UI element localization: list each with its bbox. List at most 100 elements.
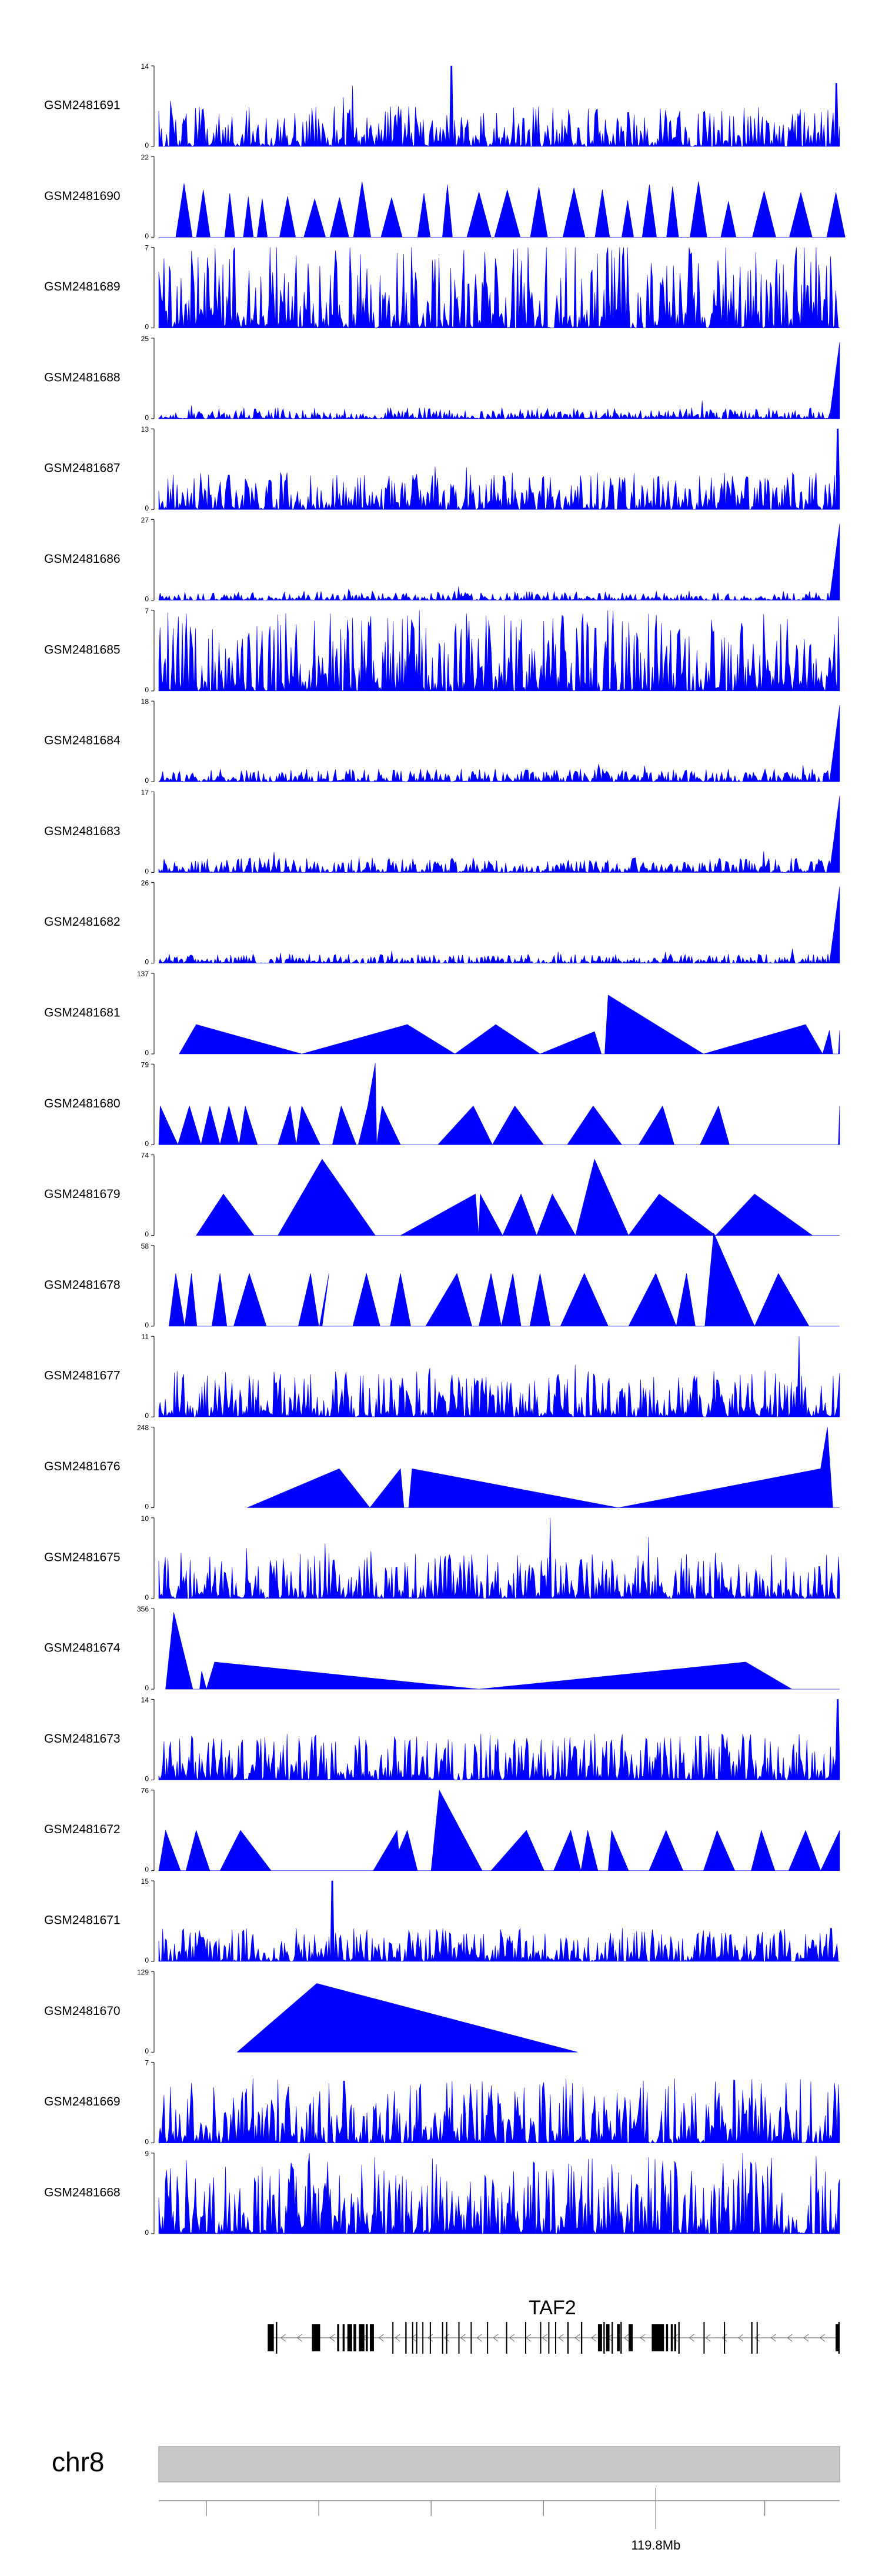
exon xyxy=(487,2322,489,2354)
coverage-area xyxy=(158,1699,840,1781)
exon xyxy=(666,2324,669,2351)
track-label: GSM2481691 xyxy=(44,99,121,112)
exon xyxy=(612,2322,613,2354)
y-tick-label-max: 14 xyxy=(141,1696,149,1704)
strand-arrow xyxy=(542,2334,547,2342)
track-label: GSM2481670 xyxy=(44,2004,121,2018)
exon xyxy=(442,2322,443,2354)
track-GSM2481679: GSM2481679 74 0 xyxy=(44,1152,840,1239)
exon xyxy=(724,2322,726,2354)
y-tick-label-max: 27 xyxy=(141,516,149,525)
track-label: GSM2481677 xyxy=(44,1369,121,1383)
y-tick-label-min: 0 xyxy=(145,232,149,240)
y-tick-label-min: 0 xyxy=(145,323,149,331)
y-tick-label-max: 14 xyxy=(141,62,149,71)
track-label: GSM2481668 xyxy=(44,2185,121,2199)
track-label: GSM2481671 xyxy=(44,1914,121,1927)
coverage-area xyxy=(158,1517,840,1599)
exon xyxy=(567,2322,569,2354)
y-tick-label-min: 0 xyxy=(145,595,149,603)
track-label: GSM2481669 xyxy=(44,2095,121,2108)
exon xyxy=(347,2324,352,2351)
track-label: GSM2481678 xyxy=(44,1278,121,1292)
y-tick-label-max: 18 xyxy=(141,698,149,706)
y-tick-label-min: 0 xyxy=(145,2047,149,2055)
exon xyxy=(429,2322,431,2354)
track-label: GSM2481690 xyxy=(44,189,121,203)
track-label: GSM2481675 xyxy=(44,1550,121,1564)
coverage-area xyxy=(158,1789,840,1871)
track-label: GSM2481686 xyxy=(44,552,121,566)
track-label: GSM2481672 xyxy=(44,1823,121,1836)
strand-arrow xyxy=(493,2334,499,2342)
strand-arrow xyxy=(443,2334,449,2342)
exon xyxy=(276,2322,278,2354)
track-GSM2481675: GSM2481675 10 0 xyxy=(44,1514,840,1601)
exon xyxy=(652,2324,664,2351)
track-GSM2481691: GSM2481691 14 0 xyxy=(44,62,840,149)
track-GSM2481680: GSM2481680 79 0 xyxy=(44,1060,840,1147)
y-tick-label-min: 0 xyxy=(145,686,149,694)
exon xyxy=(369,2324,374,2351)
track-GSM2481670: GSM2481670 129 0 xyxy=(44,1968,578,2055)
y-tick-label-max: 9 xyxy=(145,2150,149,2158)
chromosome-label: chr8 xyxy=(52,2447,104,2477)
strand-arrow xyxy=(280,2334,286,2342)
strand-arrow xyxy=(623,2334,629,2342)
strand-arrow xyxy=(427,2334,433,2342)
exon xyxy=(597,2324,602,2351)
coverage-area xyxy=(158,886,840,964)
track-GSM2481690: GSM2481690 22 0 xyxy=(44,153,846,240)
y-tick-label-min: 0 xyxy=(145,141,149,149)
strand-arrow xyxy=(509,2334,515,2342)
y-tick-label-max: 76 xyxy=(141,1787,149,1795)
exon xyxy=(606,2324,610,2351)
y-tick-label-max: 7 xyxy=(145,607,149,615)
y-tick-label-max: 11 xyxy=(142,1333,149,1341)
chromosome-bar xyxy=(158,2446,840,2482)
track-GSM2481689: GSM2481689 7 0 xyxy=(44,244,841,331)
track-label: GSM2481676 xyxy=(44,1460,121,1473)
track-GSM2481684: GSM2481684 18 0 xyxy=(44,698,840,785)
coverage-area xyxy=(158,1336,840,1418)
exon xyxy=(603,2322,605,2354)
y-tick-label-min: 0 xyxy=(145,413,149,422)
y-tick-label-min: 0 xyxy=(145,1774,149,1783)
y-tick-label-max: 7 xyxy=(145,2059,149,2067)
y-tick-label-min: 0 xyxy=(145,504,149,512)
track-label: GSM2481685 xyxy=(44,643,121,656)
y-tick-label-max: 13 xyxy=(141,425,149,433)
strand-arrow xyxy=(329,2334,335,2342)
strand-arrow xyxy=(770,2334,776,2342)
coverage-area xyxy=(158,796,840,873)
coverage-area xyxy=(158,705,840,783)
track-GSM2481682: GSM2481682 26 0 xyxy=(44,879,840,966)
strand-arrow xyxy=(689,2334,694,2342)
exon xyxy=(554,2322,556,2354)
y-tick-label-min: 0 xyxy=(145,1956,149,1964)
coverage-area xyxy=(158,1063,840,1146)
coverage-area xyxy=(158,428,840,510)
y-tick-label-max: 248 xyxy=(137,1424,149,1432)
coverage-area xyxy=(247,1427,840,1508)
coverage-area xyxy=(158,523,840,601)
coverage-area xyxy=(158,65,840,147)
exon xyxy=(580,2322,583,2354)
y-tick-label-min: 0 xyxy=(145,1049,149,1057)
strand-arrow xyxy=(411,2334,417,2342)
coverage-area xyxy=(158,1880,840,1963)
track-GSM2481668: GSM2481668 9 0 xyxy=(44,2150,840,2237)
track-GSM2481683: GSM2481683 17 0 xyxy=(44,788,840,875)
chromosome-axis: chr8 119.8Mb xyxy=(52,2446,840,2552)
y-tick-label-min: 0 xyxy=(145,1230,149,1239)
y-tick-label-max: 15 xyxy=(141,1877,149,1886)
strand-arrow xyxy=(574,2334,580,2342)
coverage-area xyxy=(158,342,840,420)
exon xyxy=(525,2322,527,2354)
strand-arrow xyxy=(787,2334,793,2342)
y-tick-label-min: 0 xyxy=(145,776,149,785)
coverage-area xyxy=(236,1983,578,2053)
strand-arrow xyxy=(296,2334,302,2342)
exon xyxy=(446,2322,447,2354)
